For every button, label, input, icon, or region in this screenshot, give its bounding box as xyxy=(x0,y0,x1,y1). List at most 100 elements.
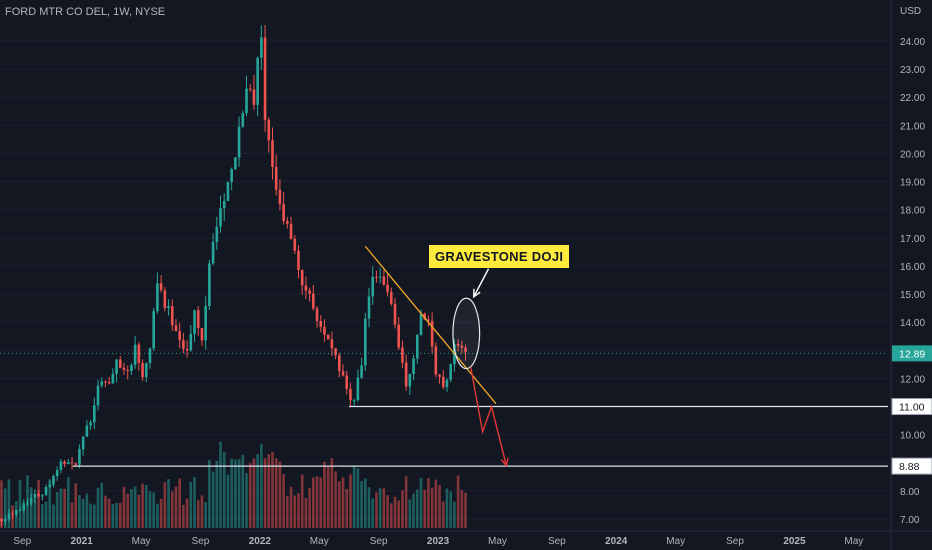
candle xyxy=(389,291,393,304)
volume-bar xyxy=(382,488,386,528)
candle xyxy=(334,348,337,356)
candle xyxy=(70,462,74,464)
candle xyxy=(319,321,323,327)
volume-bar xyxy=(367,487,371,528)
candle xyxy=(52,475,55,485)
volume-bar xyxy=(78,495,81,528)
candle xyxy=(408,374,412,387)
x-tick-label: Sep xyxy=(13,536,31,547)
volume-bar xyxy=(7,479,11,528)
level-tag-11.00: 11.00 xyxy=(899,402,925,414)
volume-bar xyxy=(0,480,3,528)
volume-bar xyxy=(33,498,37,528)
gravestone-doji-label[interactable]: GRAVESTONE DOJI xyxy=(429,245,570,268)
last-price-tag-bg xyxy=(892,345,932,362)
candle xyxy=(111,373,115,384)
candle xyxy=(438,374,441,377)
candle xyxy=(445,379,449,388)
volume-bar xyxy=(397,500,401,528)
volume-bar xyxy=(104,495,107,528)
volume-bar xyxy=(152,492,155,528)
candle xyxy=(341,371,345,376)
volume-bar xyxy=(449,491,452,528)
volume-bar xyxy=(274,458,278,528)
y-tick-label: 24.00 xyxy=(900,37,925,48)
volume-bar xyxy=(63,488,66,528)
candle xyxy=(211,242,215,264)
x-tick-label: May xyxy=(310,536,329,547)
candle xyxy=(308,290,311,294)
candle xyxy=(200,328,204,341)
volume-bar xyxy=(170,491,174,528)
candle xyxy=(260,37,263,58)
volume-bar xyxy=(208,459,211,528)
candle xyxy=(144,363,148,378)
candle xyxy=(219,208,222,227)
candle xyxy=(460,345,464,348)
volume-bar xyxy=(3,488,7,528)
volume-bar xyxy=(200,495,204,528)
volume-bar xyxy=(178,478,181,528)
x-tick-label: May xyxy=(666,536,685,547)
candle xyxy=(248,88,252,90)
candle xyxy=(393,303,397,325)
x-tick-label: 2021 xyxy=(71,536,94,547)
candle xyxy=(89,422,92,426)
y-tick-label: 23.00 xyxy=(900,65,925,76)
candle xyxy=(241,113,245,127)
volume-bar xyxy=(423,489,426,528)
candle xyxy=(3,519,7,522)
candle xyxy=(363,318,367,366)
candle xyxy=(29,498,33,504)
volume-bar xyxy=(100,482,104,528)
drawing-overlays xyxy=(0,245,888,468)
candle xyxy=(278,189,282,205)
volume-bar xyxy=(319,477,323,528)
candle xyxy=(401,347,404,363)
candle xyxy=(267,119,271,141)
time-axis[interactable]: Sep 2021 May Sep 2022 May Sep 2023 May Sep 2024 May… xyxy=(0,530,932,547)
price-axis[interactable]: 7.008.009.0010.0011.0012.0013.0014.0015.… xyxy=(890,0,932,550)
candle xyxy=(163,290,167,309)
volume-bar xyxy=(263,458,267,528)
candle xyxy=(55,470,59,476)
volume-bar xyxy=(185,498,189,528)
volume-bar xyxy=(434,479,438,528)
level-tag-8.88-bg xyxy=(891,457,932,475)
candle xyxy=(74,463,78,465)
candle xyxy=(182,340,185,349)
candle xyxy=(271,140,274,167)
volume-bar xyxy=(363,478,367,528)
volume-bar xyxy=(315,476,319,528)
y-tick-label: 17.00 xyxy=(900,234,925,245)
volume-bar xyxy=(334,471,337,528)
volume-bar xyxy=(438,485,441,528)
candle xyxy=(315,308,319,322)
candle xyxy=(226,182,230,201)
volume-bar xyxy=(360,481,363,528)
volume-bar xyxy=(182,504,185,528)
volume-bar xyxy=(453,501,456,528)
candle xyxy=(312,293,315,309)
volume-bar xyxy=(163,482,167,528)
x-tick-label: Sep xyxy=(370,536,388,547)
x-tick-label: May xyxy=(844,536,863,547)
volume-bar xyxy=(375,492,378,528)
candle xyxy=(378,276,382,278)
volume-bar xyxy=(460,490,464,528)
candle xyxy=(133,344,137,366)
volume-bar xyxy=(345,489,349,528)
candle xyxy=(222,200,226,209)
volume-bar xyxy=(37,480,40,528)
volume-bar xyxy=(133,486,137,528)
candle xyxy=(41,495,44,497)
y-tick-label: 10.00 xyxy=(900,431,925,442)
candle xyxy=(37,493,40,497)
candle xyxy=(456,343,460,346)
volume-bar xyxy=(445,488,449,528)
x-tick-label: Sep xyxy=(192,536,210,547)
projected-path-arrowhead xyxy=(500,457,509,468)
candle xyxy=(118,359,122,368)
volume-bar xyxy=(48,479,52,528)
